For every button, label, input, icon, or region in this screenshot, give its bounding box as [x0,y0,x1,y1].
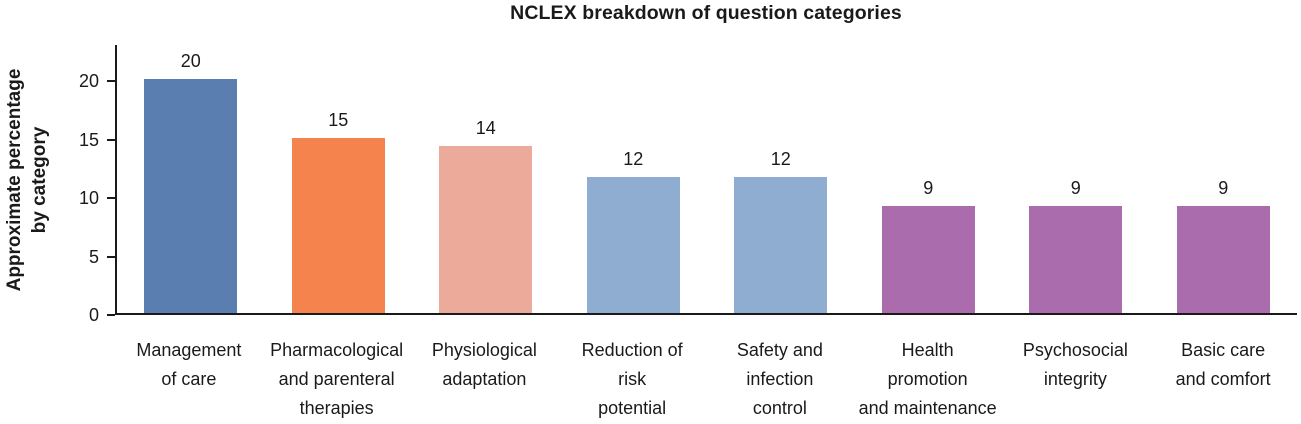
x-axis-category-label-line: adaptation [442,369,527,389]
y-axis-tick-mark [107,138,115,141]
bar-group: 9 [1150,45,1298,313]
bar [586,177,680,313]
bar [1176,205,1270,313]
x-axis-category-label: Psychosocial integrity [1002,336,1150,423]
x-axis-category-label-line: and parenteral [278,369,395,389]
bar-value-label: 14 [475,117,496,138]
x-axis-category-label: Reduction of risk potential [558,336,706,423]
x-axis-category-label-line: control [752,398,807,418]
y-axis-tick-label: 5 [88,246,99,267]
bar-value-label: 9 [1218,177,1229,198]
y-axis-tick-mark [107,314,115,316]
x-axis-category-label-line: Basic care [1181,340,1266,360]
y-axis-tick-mark [107,197,115,200]
bar [734,177,828,313]
bar-group: 12 [560,45,708,313]
bar-group: 20 [117,45,265,313]
x-axis-category-label-line: Health [901,340,954,360]
x-axis-category-label: Pharmacological and parenteral therapies [263,336,411,423]
bar-value-label: 12 [623,149,644,170]
x-axis-category-label-line: Psychosocial [1022,340,1128,360]
x-axis-category-label-line: integrity [1043,369,1107,389]
x-axis-category-label: Health promotion and maintenance [854,336,1002,423]
plot-area: 20 15 14 12 12 9 9 9 0 5 10 15 20 [79,45,1297,325]
y-axis-label: Approximate percentage by category [2,69,52,292]
x-axis-category-label-line: infection [746,369,814,389]
bars-container: 20 15 14 12 12 9 9 9 [117,45,1297,313]
bar-group: 12 [707,45,855,313]
x-axis-category-label: Basic care and comfort [1149,336,1297,423]
y-axis-tick-label: 20 [78,71,99,92]
x-axis-category-label-line: Management [136,340,242,360]
x-axis-category-label-line: of care [161,369,217,389]
x-axis-category-label-line: risk [618,369,647,389]
bar [144,79,238,313]
bar-value-label: 9 [1070,177,1081,198]
x-axis-category-label-line: therapies [299,398,374,418]
x-axis-category-label-line: and maintenance [858,398,997,418]
y-axis-tick-mark [107,80,115,83]
x-axis-category-label-line: potential [598,398,667,418]
x-axis-labels: Management of care Pharmacological and pare… [115,336,1297,423]
y-axis-label-line: by category [29,126,50,234]
y-axis-tick-label: 0 [88,305,99,325]
bar-group: 9 [855,45,1003,313]
x-axis-category-label-line: Reduction of [581,340,683,360]
bar [1029,205,1123,313]
bar-group: 9 [1002,45,1150,313]
y-axis-tick-label: 15 [78,129,99,150]
y-axis-tick-mark [107,255,115,258]
bar [881,205,975,313]
x-axis-category-label: Management of care [115,336,263,423]
x-axis-category-label-line: and comfort [1175,369,1271,389]
bar [439,145,533,313]
x-axis-category-label-line: promotion [887,369,968,389]
bar-value-label: 9 [923,177,934,198]
bar-value-label: 12 [770,149,791,170]
bar-value-label: 20 [180,51,201,72]
x-axis-category-label: Physiological adaptation [411,336,559,423]
x-axis-category-label-line: Physiological [431,340,537,360]
x-axis-category-label-line: Pharmacological [270,340,404,360]
bar-value-label: 15 [328,109,349,130]
x-axis-category-label: Safety and infection control [706,336,854,423]
bar [291,137,385,313]
x-axis-category-label-line: Safety and [736,340,823,360]
bar-group: 14 [412,45,560,313]
y-axis-tick-label: 10 [78,188,99,209]
bar-group: 15 [265,45,413,313]
chart-title: NCLEX breakdown of question categories [510,2,902,24]
y-axis-label-line: Approximate percentage [4,68,25,292]
